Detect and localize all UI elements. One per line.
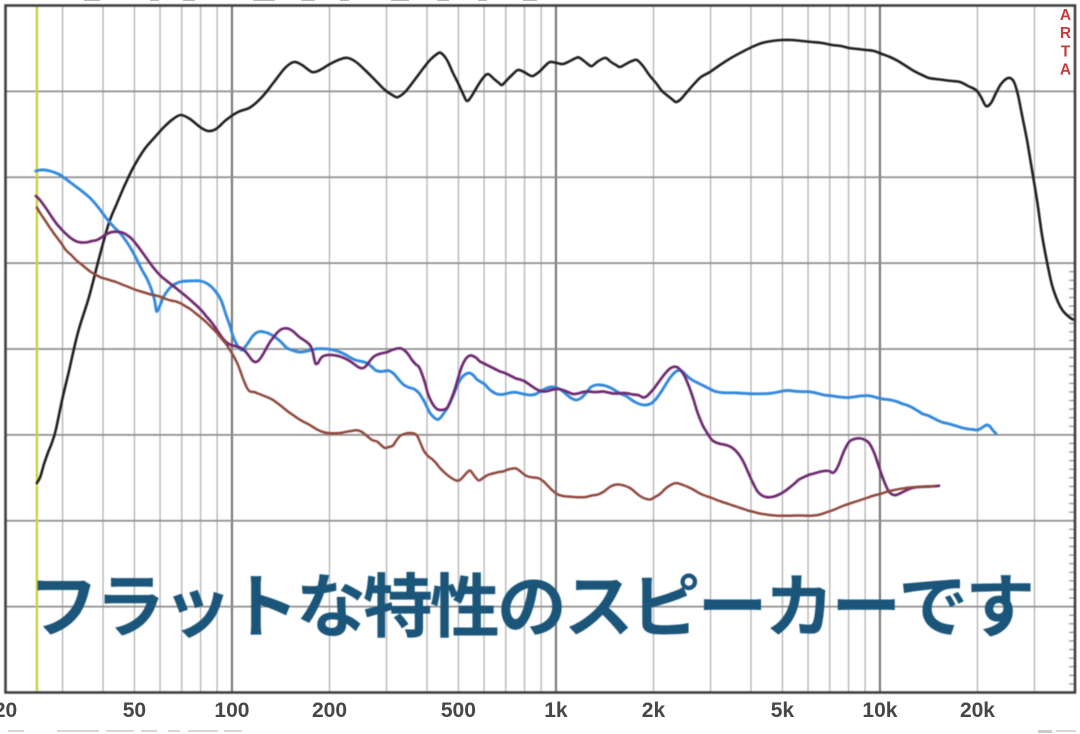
caption-glyph: [971, 575, 1031, 637]
caption-glyph: [300, 574, 363, 636]
x-tick-100: 100: [214, 699, 250, 722]
caption-glyph: [703, 599, 761, 611]
curve-purple: [34, 194, 941, 499]
caption-glyph: [770, 575, 826, 635]
response-curves: [34, 38, 1077, 518]
grid-layer: [5, 5, 1075, 693]
caption-overlay-text: [37, 571, 1031, 639]
caption-glyph: [250, 576, 291, 635]
x-tick-200: 200: [311, 699, 348, 722]
caption-glyph: [903, 579, 964, 635]
curve-brown: [35, 206, 936, 518]
caption-glyph: [431, 572, 498, 638]
caption-glyph: [569, 579, 629, 635]
caption-glyph: [173, 589, 224, 639]
caption-glyph: [837, 599, 895, 611]
x-tick-20k: 20k: [959, 699, 995, 722]
x-tick-20: 20: [0, 699, 18, 722]
curve-blue: [34, 168, 998, 435]
arta-logo: ARTA: [1057, 7, 1074, 80]
curve-black: [35, 38, 1077, 485]
x-tick-50: 50: [122, 699, 147, 722]
x-tick-1k: 1k: [544, 699, 568, 722]
caption-glyph: [37, 580, 91, 635]
caption-glyph: [501, 579, 562, 635]
caption-glyph: [364, 571, 431, 638]
x-tick-5k: 5k: [770, 699, 795, 722]
plot-border: [4, 4, 1077, 694]
caption-glyph: [641, 573, 698, 635]
x-tick-500: 500: [440, 699, 476, 722]
caption-glyph: [104, 577, 159, 636]
x-tick-10k: 10k: [862, 699, 898, 722]
x-tick-2k: 2k: [641, 699, 666, 722]
